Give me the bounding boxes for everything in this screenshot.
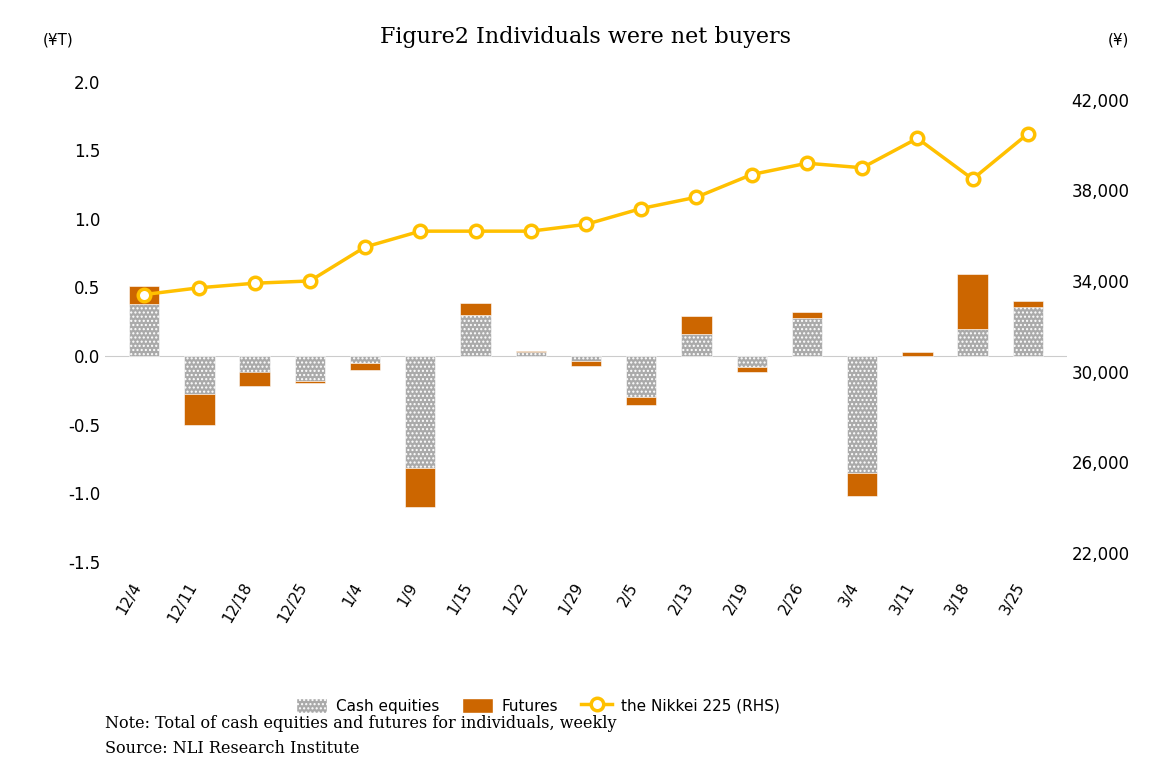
Bar: [239, 372, 270, 386]
Bar: [902, 352, 933, 356]
Bar: [461, 303, 491, 315]
Bar: [902, 352, 933, 356]
Bar: [129, 304, 159, 356]
Bar: [736, 367, 766, 372]
Bar: [129, 286, 159, 304]
Legend: Cash equities, Futures, the Nikkei 225 (RHS): Cash equities, Futures, the Nikkei 225 (…: [289, 692, 786, 720]
Bar: [958, 329, 988, 356]
Title: Figure2 Individuals were net buyers: Figure2 Individuals were net buyers: [381, 26, 791, 48]
Bar: [736, 356, 766, 367]
Bar: [406, 356, 436, 469]
Bar: [681, 334, 711, 356]
Bar: [626, 356, 656, 397]
Bar: [847, 472, 878, 496]
Bar: [184, 356, 214, 394]
Bar: [958, 274, 988, 329]
Text: (¥T): (¥T): [43, 33, 74, 48]
Text: Note: Total of cash equities and futures for individuals, weekly
Source: NLI Res: Note: Total of cash equities and futures…: [105, 715, 616, 757]
Bar: [571, 362, 601, 366]
Bar: [847, 356, 878, 472]
Bar: [294, 381, 325, 383]
Bar: [406, 469, 436, 506]
Bar: [626, 397, 656, 405]
Bar: [239, 356, 270, 386]
Bar: [1013, 301, 1043, 307]
Bar: [350, 356, 380, 363]
Text: (¥): (¥): [1108, 33, 1129, 48]
Bar: [516, 350, 546, 356]
Bar: [792, 312, 822, 318]
Bar: [681, 316, 711, 334]
Bar: [184, 394, 214, 425]
Bar: [350, 363, 380, 369]
Bar: [461, 315, 491, 356]
Bar: [571, 356, 601, 362]
Bar: [792, 318, 822, 356]
Bar: [1013, 301, 1043, 356]
Bar: [294, 356, 325, 381]
Bar: [516, 350, 546, 352]
